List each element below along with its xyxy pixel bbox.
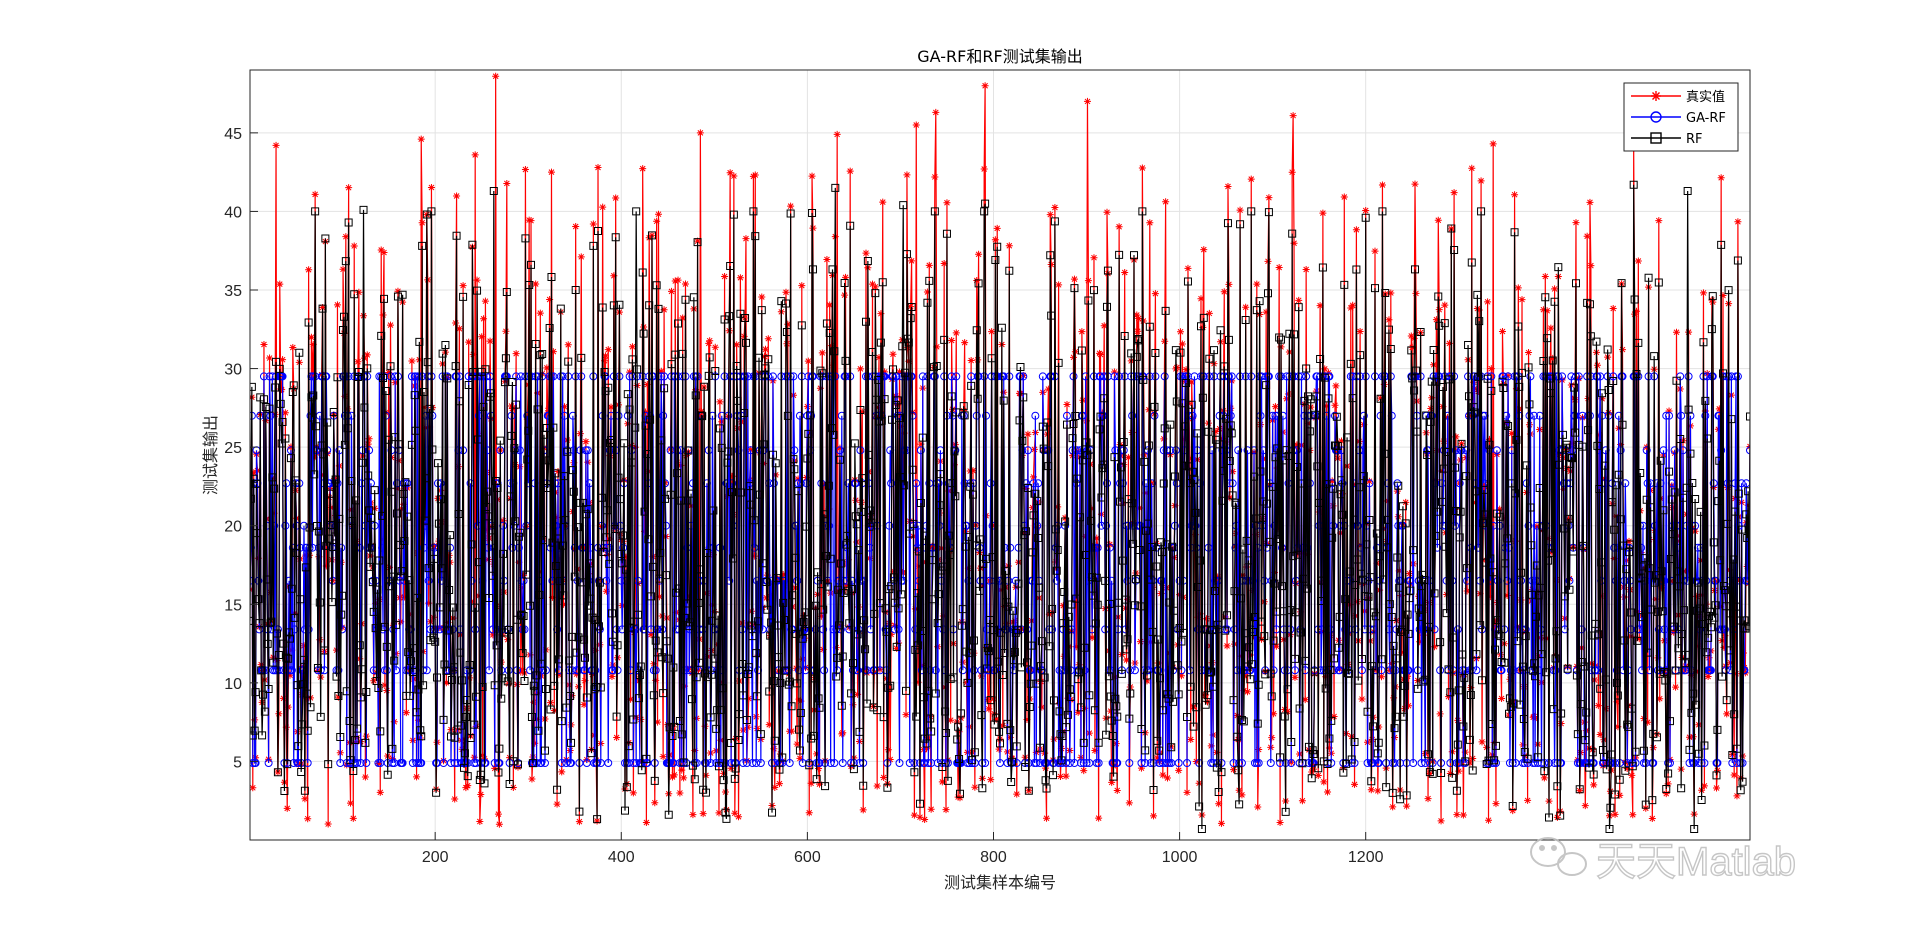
legend-item-true-value: 真实值 (1631, 89, 1725, 105)
series-line-rf (250, 184, 1750, 830)
wechat-icon (1530, 837, 1587, 876)
y-tick-label: 45 (224, 126, 242, 143)
y-tick-label: 25 (224, 440, 242, 457)
y-tick-label: 30 (224, 362, 242, 379)
series-layer (250, 72, 1750, 833)
y-tick-label: 10 (224, 676, 242, 693)
watermark-text: 天天Matlab (1596, 840, 1796, 884)
axis-ticks: 200 400 600 800 1000 1200 5 10 15 20 25 30 35 40 45 (224, 126, 1383, 866)
legend-label-true-value: 真实值 (1686, 89, 1725, 105)
x-tick-label: 200 (422, 849, 449, 866)
y-tick-label: 40 (224, 204, 242, 221)
legend-item-ga-rf: GA-RF (1631, 111, 1726, 126)
square-marker-icon (1650, 132, 1662, 144)
legend-label-rf: RF (1686, 132, 1703, 147)
legend-label-ga-rf: GA-RF (1686, 111, 1726, 126)
x-tick-label: 1000 (1162, 849, 1198, 866)
y-axis-label: 测试集输出 (201, 415, 220, 495)
y-tick-label: 15 (224, 597, 242, 614)
watermark: 天天Matlab (1530, 837, 1797, 885)
plot-box (249, 69, 1751, 841)
x-axis-label: 测试集样本编号 (944, 873, 1056, 892)
series-markers-rf (250, 180, 1750, 833)
y-tick-label: 35 (224, 283, 242, 300)
x-tick-label: 800 (980, 849, 1007, 866)
circle-marker-icon (1650, 111, 1662, 123)
x-tick-label: 600 (794, 849, 821, 866)
asterisk-marker-icon (1651, 91, 1661, 101)
legend: 真实值 GA-RF RF (1623, 82, 1739, 152)
x-tick-label: 400 (608, 849, 635, 866)
legend-item-rf: RF (1631, 132, 1703, 147)
y-tick-label: 20 (224, 519, 242, 536)
chart-title: GA-RF和RF测试集输出 (917, 47, 1082, 66)
y-tick-label: 5 (233, 754, 242, 771)
x-tick-label: 1200 (1348, 849, 1384, 866)
